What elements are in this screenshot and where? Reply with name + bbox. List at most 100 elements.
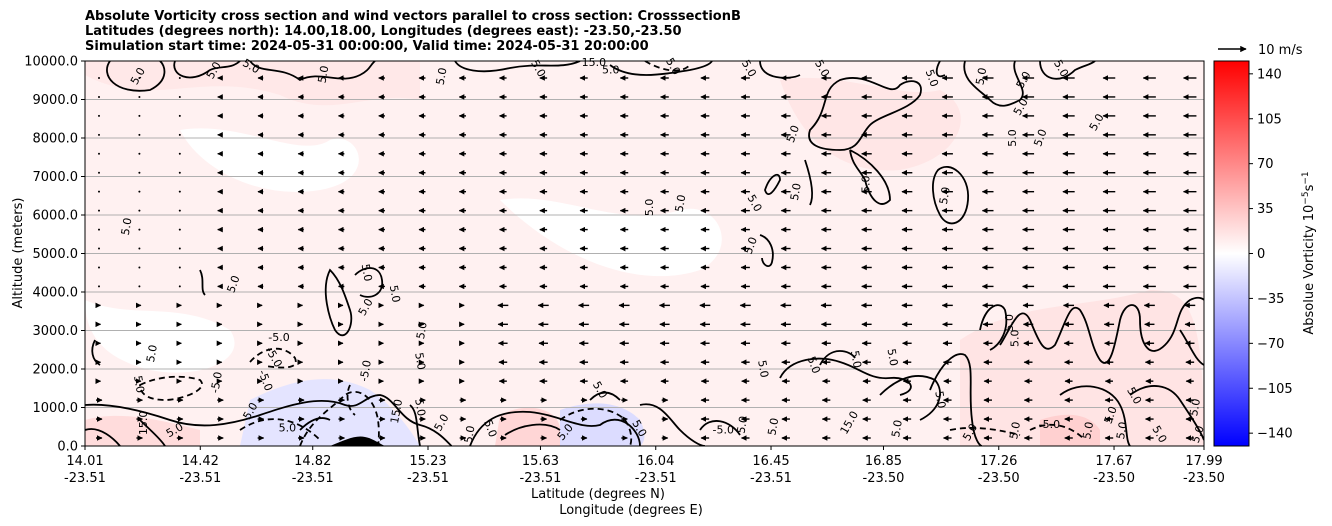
title-line-1: Absolute Vorticity cross section and win… bbox=[85, 9, 741, 24]
colorbar-tick-label: 35 bbox=[1257, 202, 1274, 217]
contour-label: 5.0 bbox=[889, 419, 905, 438]
wind-vector bbox=[98, 228, 100, 231]
colorbar-tick-label: 140 bbox=[1257, 67, 1282, 82]
colorbar-tick-label: 0 bbox=[1257, 247, 1265, 262]
contour-line bbox=[139, 419, 166, 446]
negative-contour-line bbox=[1029, 423, 1086, 441]
x-tick-label-longitude: -23.51 bbox=[520, 471, 562, 486]
contour-label: 5.0 bbox=[1009, 329, 1022, 347]
y-tick-label: 6000.0 bbox=[33, 209, 79, 224]
contour-label: 5.0 bbox=[848, 350, 864, 369]
negative-contour-line bbox=[299, 390, 380, 446]
wind-vector bbox=[138, 285, 141, 288]
y-axis-label: Altitude (meters) bbox=[11, 198, 26, 309]
contour-label: 15.0 bbox=[388, 398, 405, 424]
wind-vector bbox=[98, 114, 100, 117]
contour-label: 15.0 bbox=[137, 411, 150, 436]
wind-vector bbox=[178, 133, 181, 136]
contour-label: 5.0 bbox=[1007, 421, 1023, 440]
x-tick-label-latitude: 15.23 bbox=[409, 454, 446, 469]
contour-line bbox=[249, 61, 376, 82]
contour-line bbox=[354, 267, 383, 298]
contour-line bbox=[504, 423, 561, 436]
wind-vector bbox=[98, 285, 100, 288]
contour-line bbox=[609, 61, 713, 76]
contour-line bbox=[173, 61, 241, 79]
wind-vector bbox=[138, 171, 141, 174]
x-tick-label-latitude: 17.26 bbox=[980, 454, 1017, 469]
contour-label: 5.0 bbox=[932, 390, 948, 409]
contour-label: 5.0 bbox=[784, 124, 802, 145]
wind-vector bbox=[178, 228, 181, 231]
x-tick-label-longitude: -23.51 bbox=[750, 471, 792, 486]
contour-label: 5.0 bbox=[884, 348, 900, 367]
contour-label: 5.0 bbox=[643, 199, 656, 217]
colorbar-tick-label: 105 bbox=[1257, 112, 1282, 127]
neutral-patch bbox=[85, 300, 235, 373]
wind-vector bbox=[98, 266, 100, 269]
wind-vector bbox=[178, 152, 181, 155]
contour-label: 5.0 bbox=[1006, 129, 1019, 147]
wind-vector bbox=[138, 152, 141, 155]
contour-line bbox=[759, 61, 801, 79]
contour-line bbox=[979, 304, 1008, 351]
contour-label: -5.0 bbox=[208, 371, 225, 394]
x-tick-label-latitude: 17.99 bbox=[1185, 454, 1222, 469]
contour-label: 5.0 bbox=[602, 64, 620, 77]
contour-line bbox=[779, 357, 912, 396]
x-tick-label-longitude: -23.50 bbox=[1183, 471, 1225, 486]
wind-vector bbox=[138, 133, 141, 136]
wind-vector bbox=[98, 133, 100, 136]
contour-label: 5.0 bbox=[765, 417, 781, 436]
colorbar bbox=[1213, 60, 1250, 447]
contour-label: 5.0 bbox=[119, 217, 135, 236]
y-tick-label: 4000.0 bbox=[33, 286, 79, 301]
wind-vector bbox=[178, 190, 181, 193]
x-tick-label-longitude: -23.51 bbox=[64, 471, 106, 486]
contour-line bbox=[963, 61, 1024, 107]
contour-label: 5.0 bbox=[788, 182, 804, 201]
contour-line bbox=[589, 391, 621, 401]
contour-label: 5.0 bbox=[279, 422, 297, 435]
wind-vector bbox=[98, 77, 100, 79]
wind-vector bbox=[98, 152, 100, 155]
negative-contour-line bbox=[249, 347, 297, 369]
contour-line bbox=[1039, 61, 1096, 80]
negative-contour-line bbox=[644, 61, 691, 72]
x-tick-label-longitude: -23.51 bbox=[179, 471, 221, 486]
colorbar-tick-label: 70 bbox=[1257, 157, 1274, 172]
y-tick-label: 9000.0 bbox=[33, 93, 79, 108]
wind-vector bbox=[178, 247, 181, 250]
contour-line bbox=[699, 420, 741, 436]
x-tick-label-longitude: -23.50 bbox=[1093, 471, 1135, 486]
contour-label: 5.0 bbox=[755, 359, 771, 378]
contour-label: 5.0 bbox=[1003, 314, 1016, 332]
contour-label: 5.0 bbox=[742, 235, 760, 256]
wind-vector bbox=[138, 209, 141, 212]
contour-line bbox=[85, 394, 453, 446]
contour-label: 5.0 bbox=[1114, 421, 1130, 440]
colorbar-tick-label: −140 bbox=[1257, 427, 1293, 442]
x-tick-label-latitude: 17.67 bbox=[1095, 454, 1132, 469]
y-tick-label: 10000.0 bbox=[24, 55, 78, 70]
x-tick-label-latitude: 16.45 bbox=[752, 454, 789, 469]
wind-vector bbox=[138, 95, 141, 98]
x-tick-label-latitude: 16.85 bbox=[865, 454, 902, 469]
contour-label: 5.0 bbox=[1031, 127, 1049, 148]
contour-label: -5.0 bbox=[1039, 418, 1060, 431]
contour-label: 5.0 bbox=[481, 418, 499, 439]
colorbar-label-unit: s bbox=[1302, 184, 1317, 191]
wind-vector bbox=[178, 171, 181, 174]
x-tick-label-latitude: 15.63 bbox=[522, 454, 559, 469]
contour-label: 5.0 bbox=[1080, 421, 1096, 440]
wind-vector bbox=[138, 190, 141, 193]
contour-line bbox=[932, 165, 969, 225]
x-tick-label-longitude: -23.50 bbox=[978, 471, 1020, 486]
neutral-patch bbox=[500, 198, 722, 277]
y-tick-label: 5000.0 bbox=[33, 247, 79, 262]
contour-label: 5.0 bbox=[973, 67, 989, 86]
contour-label: 5.0 bbox=[224, 274, 242, 295]
negative-contour-line bbox=[139, 375, 203, 401]
x-tick-label-longitude: -23.50 bbox=[863, 471, 905, 486]
x-tick-label-latitude: 14.01 bbox=[66, 454, 103, 469]
